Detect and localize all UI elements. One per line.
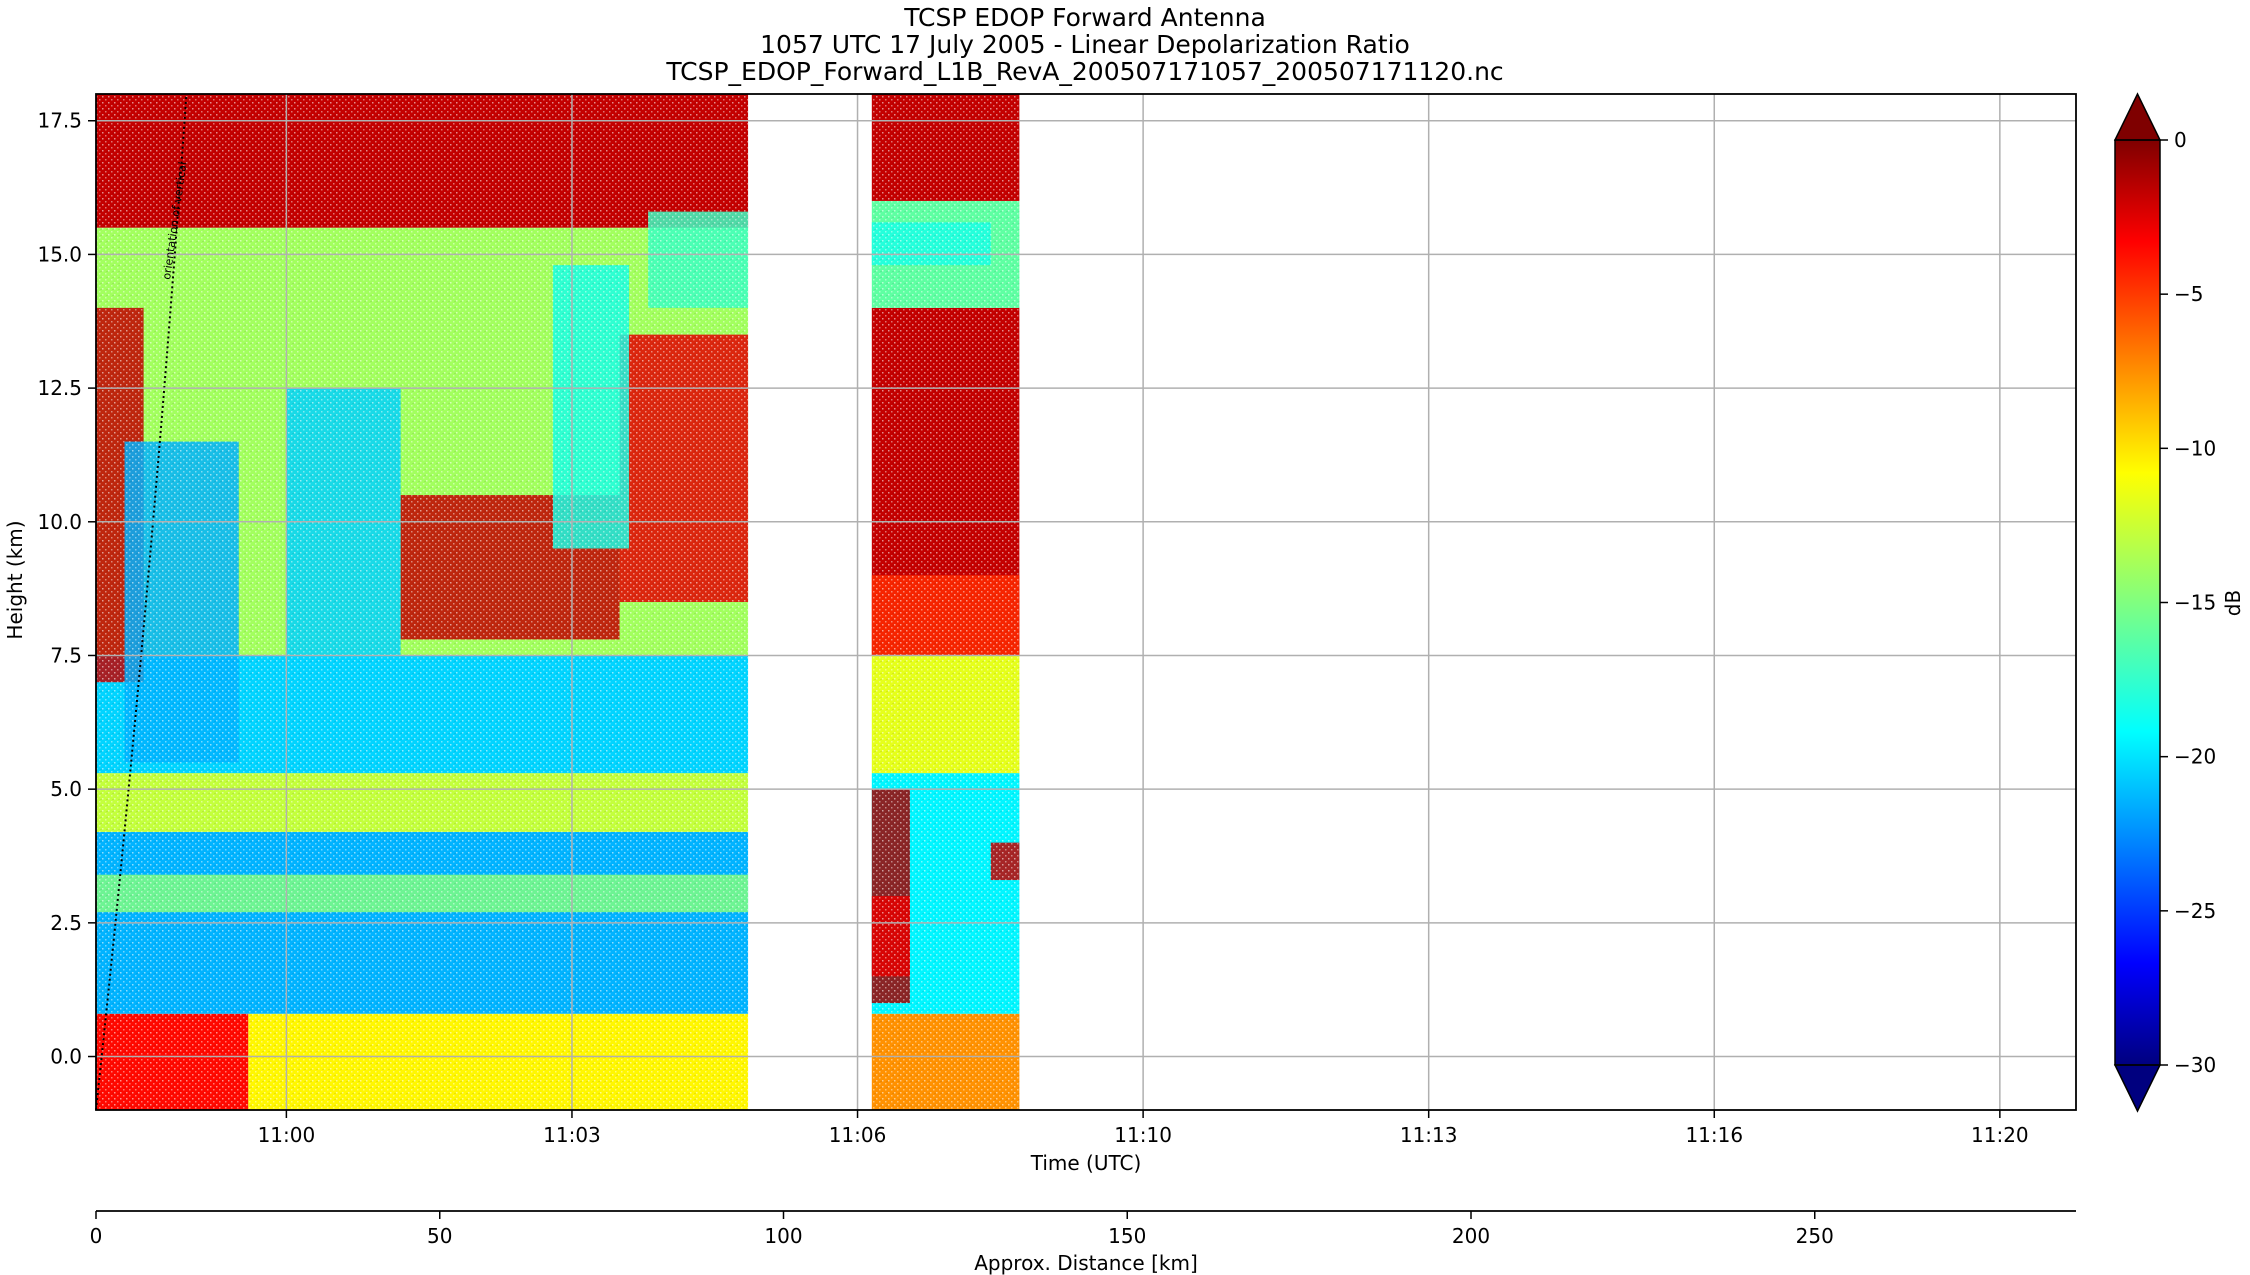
y-tick-label-2: 5.0 [50, 777, 82, 801]
chart-title-line-1: TCSP EDOP Forward Antenna [904, 3, 1266, 32]
colorbar-extend-max [2113, 92, 2162, 141]
data-texture-1 [871, 94, 1020, 1110]
distance-tick-label-4: 200 [1452, 1224, 1490, 1248]
colorbar-gradient [2115, 140, 2160, 1065]
colorbar-tick-label-2: −10 [2174, 436, 2216, 460]
colorbar-tick-label-1: −5 [2174, 282, 2203, 306]
x-tick-label-5: 11:16 [1685, 1123, 1743, 1147]
plot-area [95, 93, 2076, 1111]
y-tick-label-7: 17.5 [37, 109, 82, 133]
x-tick-label-3: 11:10 [1114, 1123, 1172, 1147]
distance-tick-label-3: 150 [1108, 1224, 1146, 1248]
y-tick-label-3: 7.5 [50, 643, 82, 667]
x-tick-label-2: 11:06 [829, 1123, 887, 1147]
colorbar-label: dB [2221, 590, 2245, 616]
y-axis-label: Height (km) [3, 520, 27, 639]
distance-tick-label-0: 0 [90, 1224, 103, 1248]
chart-title-line-2: 1057 UTC 17 July 2005 - Linear Depolariz… [760, 30, 1410, 59]
colorbar: 0 −5 −10 −15 −20 −25 −30 [2113, 92, 2216, 1113]
chart-title-line-3: TCSP_EDOP_Forward_L1B_RevA_200507171057_… [666, 57, 1504, 86]
distance-tick-label-1: 50 [427, 1224, 452, 1248]
y-tick-label-6: 15.0 [37, 242, 82, 266]
colorbar-tick-label-6: −30 [2174, 1053, 2216, 1077]
y-tick-label-0: 0.0 [50, 1045, 82, 1069]
colorbar-extend-min [2113, 1064, 2162, 1113]
colorbar-tick-label-5: −25 [2174, 899, 2216, 923]
x-tick-label-0: 11:00 [258, 1123, 316, 1147]
axes: 11:00 11:03 11:06 11:10 11:13 11:16 11:20 0.0 2.… [37, 93, 2077, 1147]
axes-frame [95, 93, 2077, 1111]
distance-tick-label-5: 250 [1796, 1224, 1834, 1248]
data-texture-0 [96, 94, 749, 1110]
x-tick-label-4: 11:13 [1400, 1123, 1458, 1147]
x-tick-label-1: 11:03 [543, 1123, 601, 1147]
colorbar-tick-label-4: −20 [2174, 745, 2216, 769]
x-tick-label-6: 11:20 [1971, 1123, 2029, 1147]
y-tick-label-4: 10.0 [37, 510, 82, 534]
grid [96, 94, 2076, 1110]
distance-axis: 0 50 100 150 200 250 [90, 1210, 2076, 1248]
distance-axis-label: Approx. Distance [km] [974, 1251, 1198, 1275]
colorbar-tick-label-3: −15 [2174, 591, 2216, 615]
x-axis-label: Time (UTC) [1030, 1151, 1142, 1175]
y-tick-label-5: 12.5 [37, 376, 82, 400]
distance-tick-label-2: 100 [764, 1224, 802, 1248]
colorbar-tick-label-0: 0 [2174, 128, 2187, 152]
y-tick-label-1: 2.5 [50, 911, 82, 935]
orientation-curve [95, 93, 188, 1111]
